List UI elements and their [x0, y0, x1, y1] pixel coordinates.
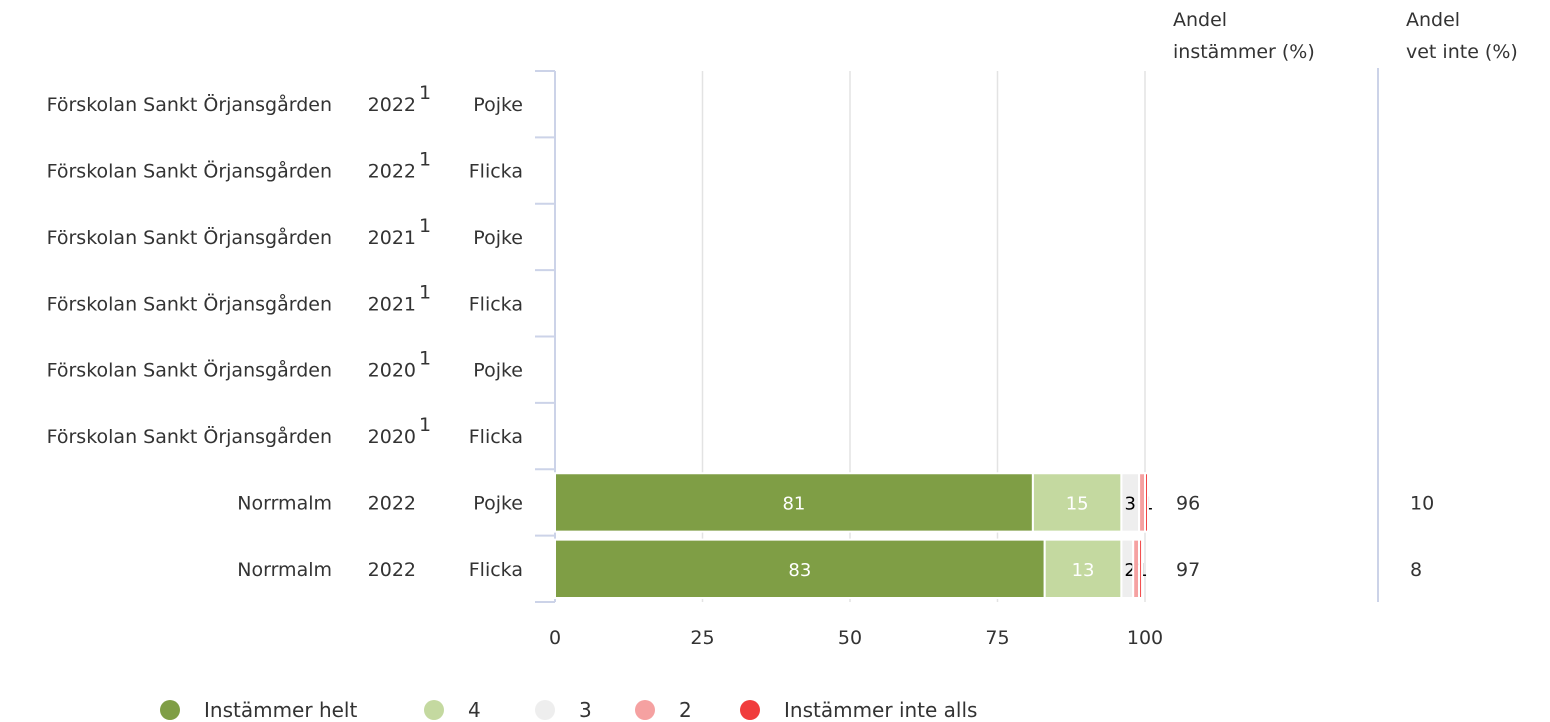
legend-marker — [160, 700, 180, 720]
row-year-label: 2022 — [368, 94, 416, 116]
data-label: 81 — [782, 493, 805, 514]
row-footnote-marker: 1 — [419, 215, 431, 237]
data-label: 3 — [1125, 493, 1136, 514]
legend-marker — [740, 700, 760, 720]
legend-marker — [635, 700, 655, 720]
row-gender-label: Pojke — [473, 94, 523, 116]
row-dont-know-value: 10 — [1410, 492, 1434, 514]
row-footnote-marker: 1 — [419, 348, 431, 370]
legend-label: 4 — [468, 698, 481, 722]
row-year-label: 2021 — [368, 293, 416, 315]
legend-marker — [535, 700, 555, 720]
row-year-label: 2020 — [368, 360, 416, 382]
header-dont-know-line1: Andel — [1406, 9, 1460, 31]
row-agree-value: 96 — [1176, 492, 1200, 514]
row-unit-label: Förskolan Sankt Örjansgården — [47, 292, 332, 315]
bar-segment — [1144, 472, 1149, 533]
row-gender-label: Flicka — [469, 161, 523, 183]
row-footnote-marker: 1 — [419, 149, 431, 171]
row-unit-label: Norrmalm — [237, 559, 332, 581]
row-dont-know-value: 8 — [1410, 559, 1422, 581]
data-label: 13 — [1072, 560, 1095, 581]
row-footnote-marker: 1 — [419, 414, 431, 436]
row-unit-label: Förskolan Sankt Örjansgården — [47, 226, 332, 249]
legend-label: 3 — [579, 698, 592, 722]
row-unit-label: Norrmalm — [237, 492, 332, 514]
row-year-label: 2021 — [368, 227, 416, 249]
row-unit-label: Förskolan Sankt Örjansgården — [47, 93, 332, 116]
data-label: 83 — [788, 560, 811, 581]
row-gender-label: Pojke — [473, 360, 523, 382]
x-tick-label: 100 — [1127, 627, 1163, 649]
row-year-label: 2022 — [368, 492, 416, 514]
x-tick-label: 50 — [838, 627, 862, 649]
legend-label: Instämmer inte alls — [784, 698, 977, 722]
x-tick-label: 25 — [690, 627, 714, 649]
row-gender-label: Flicka — [469, 559, 523, 581]
row-year-label: 2022 — [368, 161, 416, 183]
row-unit-label: Förskolan Sankt Örjansgården — [47, 425, 332, 448]
header-dont-know-line2: vet inte (%) — [1406, 41, 1518, 63]
header-agree-line1: Andel — [1173, 9, 1227, 31]
legend-label: 2 — [679, 698, 692, 722]
header-agree-line2: instämmer (%) — [1173, 41, 1315, 63]
x-tick-label: 0 — [549, 627, 561, 649]
row-gender-label: Flicka — [469, 293, 523, 315]
row-gender-label: Pojke — [473, 227, 523, 249]
row-year-label: 2020 — [368, 426, 416, 448]
row-unit-label: Förskolan Sankt Örjansgården — [47, 359, 332, 382]
bar-segment — [554, 472, 1034, 533]
bar-segment — [554, 538, 1046, 599]
row-footnote-marker: 1 — [419, 82, 431, 104]
row-year-label: 2022 — [368, 559, 416, 581]
bar-segment — [1138, 538, 1144, 599]
row-unit-label: Förskolan Sankt Örjansgården — [47, 160, 332, 183]
x-tick-label: 75 — [985, 627, 1009, 649]
row-footnote-marker: 1 — [419, 281, 431, 303]
row-gender-label: Flicka — [469, 426, 523, 448]
row-agree-value: 97 — [1176, 559, 1200, 581]
row-gender-label: Pojke — [473, 492, 523, 514]
data-label: 15 — [1066, 493, 1089, 514]
legend-marker — [424, 700, 444, 720]
data-label: 2 — [1124, 560, 1135, 581]
legend-label: Instämmer helt — [204, 698, 357, 722]
